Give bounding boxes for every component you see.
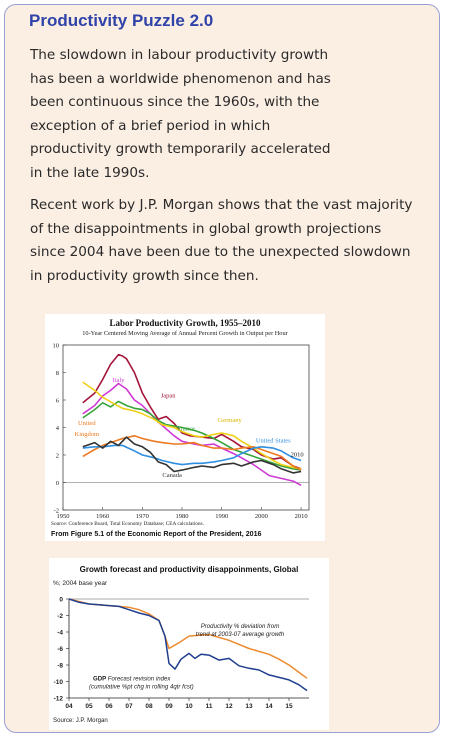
paragraph-line: productivity growth temporarily accelera… [30, 141, 331, 158]
series-label-united-states: United States [256, 438, 291, 445]
x-tick-label: 13 [245, 703, 253, 710]
y-tick-label: 0 [56, 480, 59, 487]
paragraph-line: of the disappointments in global growth … [30, 220, 382, 237]
x-tick-label: 14 [265, 703, 273, 710]
panel-title: Productivity Puzzle 2.0 [29, 11, 214, 30]
paragraph-jp-morgan: Recent work by J.P. Morgan shows that th… [30, 194, 412, 288]
annotation-productivity-line2: trend at 2003-07 average growth [196, 631, 285, 638]
x-tick-label: 05 [85, 703, 93, 710]
x-tick-label: 1980 [176, 513, 189, 520]
series-line-japan [82, 353, 302, 470]
y-tick-label: 6 [56, 397, 60, 404]
series-line-canada [82, 436, 302, 474]
series-label-germany: Germany [218, 417, 243, 424]
paragraph-line: has been a worldwide phenomenon and has [30, 70, 331, 87]
paragraph-line: in the late 1990s. [30, 164, 150, 181]
x-tick-label: 15 [285, 703, 293, 710]
x-tick-label: 09 [165, 703, 173, 710]
y-tick-label: -6 [57, 646, 63, 653]
paragraph-line: in productivity growth since then. [30, 267, 259, 284]
x-tick-label: 06 [105, 703, 113, 710]
annotation-gdp-line1: GDP Forecast revision index [93, 676, 171, 683]
annotation-gdp-line2: (cumulative %pt chg in rolling 4qtr fcst… [89, 684, 194, 691]
annotation-gdp-rest: Forecast revision index [108, 676, 172, 683]
growth-forecast-chart: Growth forecast and productivity disappo… [49, 558, 329, 730]
x-tick-label: 07 [125, 703, 133, 710]
chart-source: Source: Conference Board, Total Economy … [51, 520, 204, 527]
annotation-gdp-bold: GDP [93, 676, 108, 683]
x-tick-label: 04 [65, 703, 73, 710]
x-tick-label: 08 [145, 703, 153, 710]
paragraph-line: since 2004 have been due to the unexpect… [30, 244, 411, 261]
paragraph-line: been continuous since the 1960s, with th… [30, 94, 320, 111]
end-year-label: 2010 [291, 451, 304, 458]
x-tick-label: 12 [225, 703, 233, 710]
x-tick-label: 2000 [255, 513, 268, 520]
series-line-united-kingdom [82, 435, 302, 471]
series-line-productivity [68, 598, 308, 679]
y-tick-label: -10 [54, 679, 64, 686]
paragraph-line: The slowdown in labour productivity grow… [30, 47, 329, 63]
series-line-united-states [82, 444, 302, 466]
chart-title: Labor Productivity Growth, 1955–2010 [109, 318, 261, 328]
series-label-italy: Italy [113, 377, 126, 384]
chart-subtitle: 10-Year Centered Moving Average of Annua… [82, 330, 288, 337]
x-tick-label: 1960 [96, 513, 109, 520]
y-tick-label: -4 [57, 629, 63, 636]
y-tick-label: -8 [57, 662, 63, 669]
series-line-italy [82, 382, 302, 487]
series-line-gdp-forecast [68, 598, 308, 692]
series-label-france: France [177, 425, 195, 432]
x-tick-label: 2010 [295, 513, 308, 520]
y-tick-label: 0 [59, 596, 63, 603]
y-tick-label: -12 [54, 695, 64, 702]
growth-forecast-chart-svg: Growth forecast and productivity disappo… [53, 565, 309, 724]
paragraph-line: exception of a brief period in which [30, 117, 271, 134]
labor-productivity-chart-svg: Labor Productivity Growth, 1955–2010 10-Y… [51, 318, 310, 538]
chart-source: Source: J.P. Morgan [53, 717, 108, 724]
paragraph-productivity-slowdown: The slowdown in labour productivity grow… [30, 44, 331, 186]
series-label-united-kingdom: United [78, 420, 96, 427]
x-tick-label: 11 [206, 703, 213, 710]
chart-caption: From Figure 5.1 of the Economic Report o… [51, 530, 262, 538]
x-tick-label: 10 [185, 703, 193, 710]
series-label-canada: Canada [162, 472, 182, 479]
series-label-japan: Japan [161, 392, 177, 399]
labor-productivity-chart: Labor Productivity Growth, 1955–2010 10-Y… [45, 314, 325, 541]
x-tick-label: 1990 [215, 513, 228, 520]
y-tick-label: 10 [53, 342, 60, 349]
y-tick-label: -2 [54, 507, 59, 514]
paragraph-line: Recent work by J.P. Morgan shows that th… [30, 197, 413, 213]
series-line-france [82, 400, 302, 471]
series-line-germany [82, 381, 302, 470]
chart-subtitle: %; 2004 base year [53, 580, 108, 587]
x-tick-label: 1950 [57, 513, 70, 520]
y-tick-label: 4 [56, 425, 60, 432]
chart-title: Growth forecast and productivity disappo… [80, 565, 299, 574]
series-label-united-kingdom-2: Kingdom [75, 431, 100, 438]
y-tick-label: 8 [56, 370, 59, 377]
annotation-productivity-line1: Productivity % deviation from [201, 623, 280, 630]
y-tick-label: 2 [56, 452, 59, 459]
x-tick-label: 1970 [136, 513, 149, 520]
y-tick-label: -2 [57, 613, 63, 620]
